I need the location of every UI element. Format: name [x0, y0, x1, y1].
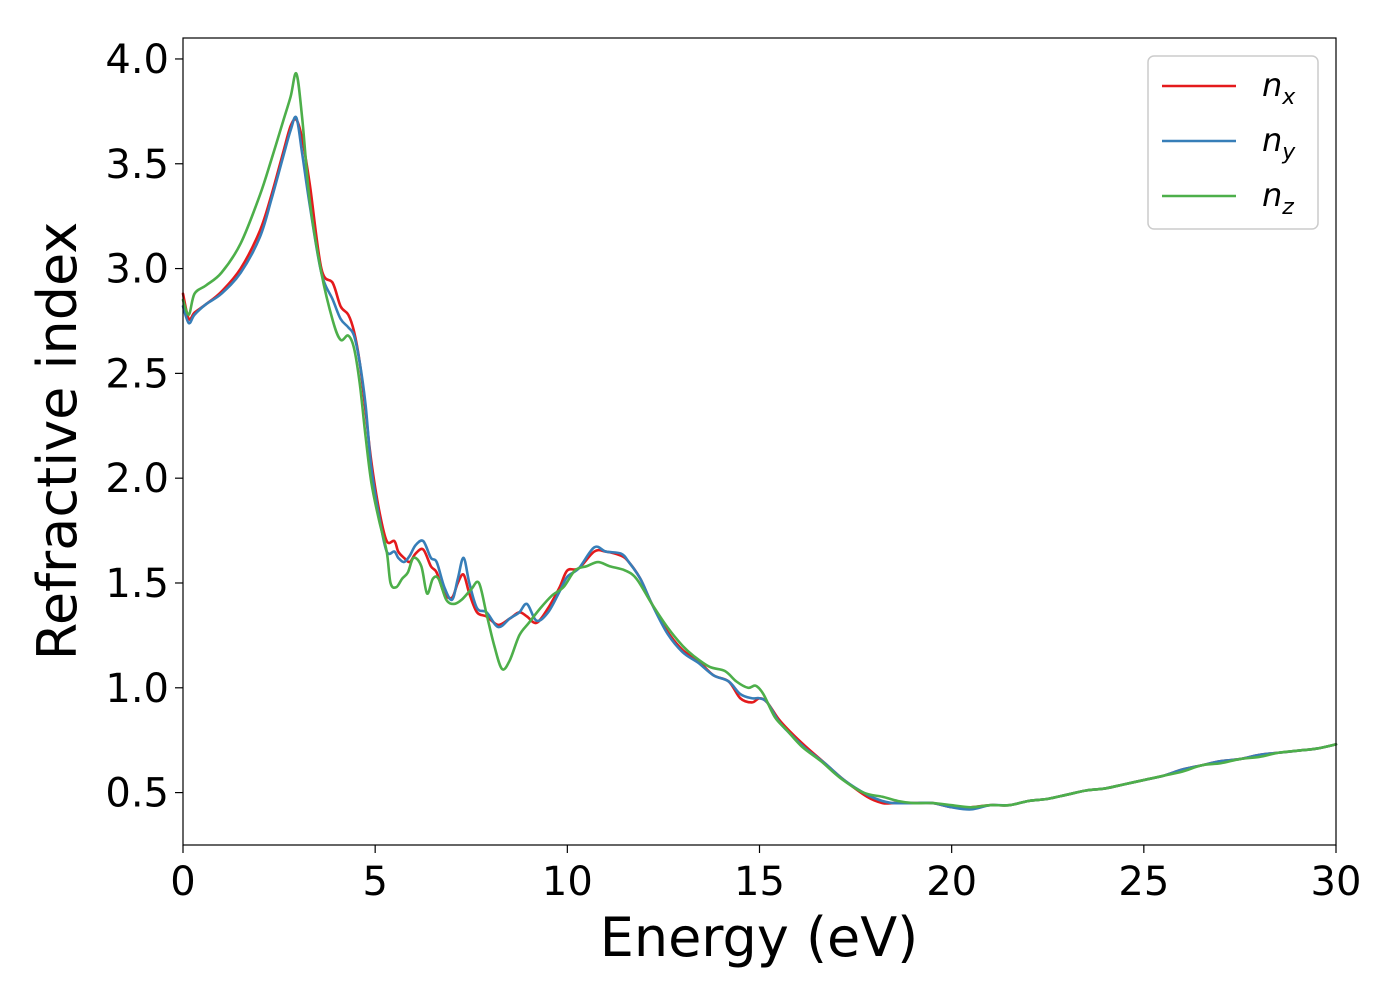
- legend-label-nx: nx: [1262, 66, 1296, 110]
- legend-label-ny: ny: [1262, 121, 1296, 165]
- x-tick-label: 15: [734, 859, 785, 905]
- y-tick-label: 4.0: [105, 37, 169, 83]
- x-tick-label: 0: [170, 859, 195, 905]
- x-tick-label: 10: [542, 859, 593, 905]
- legend: nx ny nz: [1147, 55, 1319, 230]
- y-tick-label: 1.5: [105, 561, 169, 607]
- x-tick-label: 5: [362, 859, 387, 905]
- legend-box: [1147, 55, 1319, 230]
- x-tick-label: 20: [926, 859, 977, 905]
- x-tick-label: 25: [1118, 859, 1169, 905]
- legend-label-nz: nz: [1262, 176, 1294, 220]
- y-tick-label: 2.0: [105, 456, 169, 502]
- series-layer: [181, 71, 1338, 811]
- y-tick-label: 3.0: [105, 247, 169, 293]
- x-axis-ticks: 0 5 10 15 20 25 30: [170, 845, 1361, 905]
- legend-entries: nx ny nz: [1162, 66, 1296, 220]
- y-tick-label: 0.5: [105, 771, 169, 817]
- y-tick-label: 2.5: [105, 351, 169, 397]
- y-tick-label: 1.0: [105, 666, 169, 712]
- x-tick-label: 30: [1311, 859, 1362, 905]
- y-axis-title: Refractive index: [26, 222, 89, 661]
- series-line-nz: [181, 71, 1338, 809]
- y-axis-ticks: 0.5 1.0 1.5 2.0 2.5 3.0 3.5 4.0: [105, 37, 183, 817]
- y-tick-label: 3.5: [105, 142, 169, 188]
- x-axis-title: Energy (eV): [600, 906, 919, 969]
